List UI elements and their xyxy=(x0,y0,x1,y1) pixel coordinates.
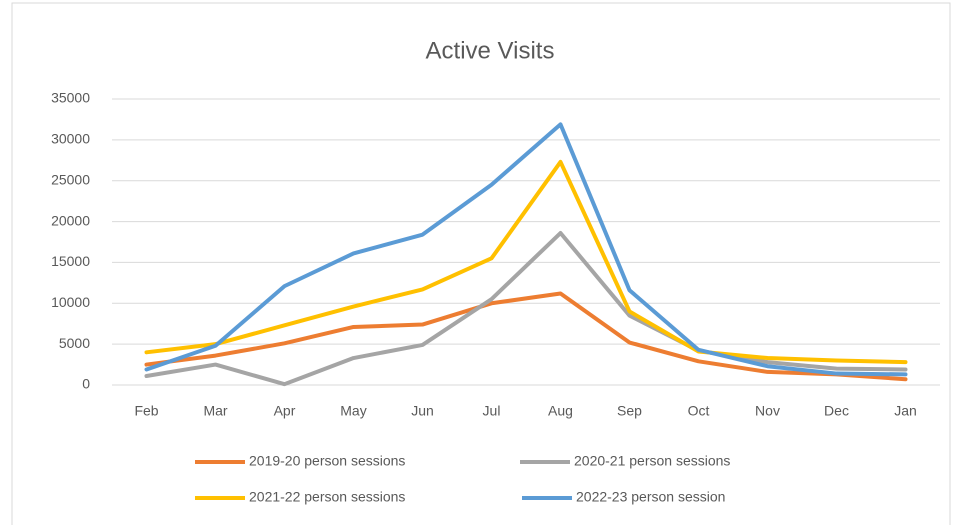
legend-label: 2019-20 person sessions xyxy=(249,453,405,469)
series-line xyxy=(144,291,908,382)
x-tick-label: Nov xyxy=(755,403,780,419)
series-line xyxy=(144,159,908,365)
y-tick-label: 25000 xyxy=(51,171,90,187)
x-tick-label: Aug xyxy=(548,403,573,419)
x-tick-label: Dec xyxy=(824,403,849,419)
x-tick-label: Oct xyxy=(688,403,710,419)
y-tick-label: 35000 xyxy=(51,90,90,106)
y-tick-label: 5000 xyxy=(59,335,90,351)
x-tick-label: Sep xyxy=(617,403,642,419)
y-tick-label: 20000 xyxy=(51,212,90,228)
x-tick-label: May xyxy=(340,403,366,419)
y-tick-label: 15000 xyxy=(51,253,90,269)
x-tick-label: Jul xyxy=(483,403,501,419)
y-tick-label: 10000 xyxy=(51,294,90,310)
legend-label: 2022-23 person session xyxy=(576,489,725,505)
x-tick-label: Apr xyxy=(274,403,296,419)
x-tick-label: Mar xyxy=(203,403,227,419)
x-tick-label: Jun xyxy=(411,403,434,419)
series-line xyxy=(144,122,908,377)
chart-title: Active Visits xyxy=(426,37,555,64)
series-line xyxy=(144,231,908,387)
y-tick-label: 0 xyxy=(82,376,90,392)
x-tick-label: Jan xyxy=(894,403,917,419)
x-tick-label: Feb xyxy=(134,403,158,419)
y-tick-label: 30000 xyxy=(51,131,90,147)
legend-label: 2020-21 person sessions xyxy=(574,453,730,469)
legend-label: 2021-22 person sessions xyxy=(249,489,405,505)
